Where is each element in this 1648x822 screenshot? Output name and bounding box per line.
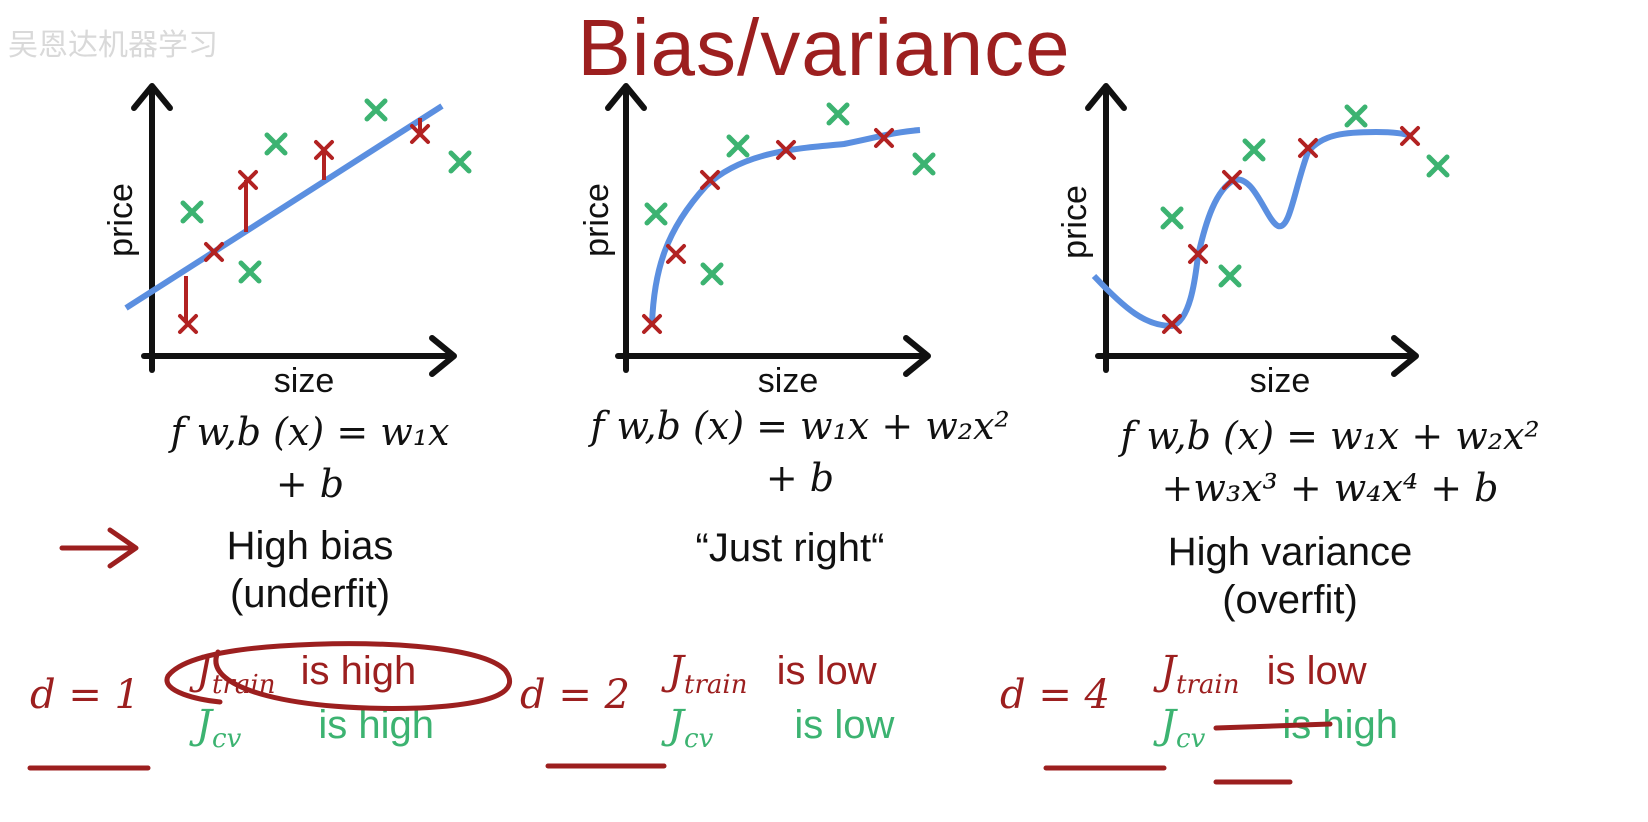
train-point-x-icon xyxy=(642,314,662,334)
train-point-x-icon xyxy=(314,140,334,160)
cv-point-x-icon xyxy=(1218,264,1242,288)
verdict-panel-3: High variance (overfit) xyxy=(1130,528,1450,624)
pointer-arrow-icon xyxy=(59,527,139,569)
axes xyxy=(605,83,931,377)
verdict-line-1: “Just right“ xyxy=(695,526,885,570)
y-axis-arrow-icon xyxy=(1085,83,1127,111)
j-cv-row-1: Jcv is high xyxy=(196,702,434,754)
j-train-text: is high xyxy=(300,649,417,693)
train-point-x-icon xyxy=(204,242,224,262)
axes xyxy=(131,83,457,377)
cv-point-x-icon xyxy=(826,102,850,126)
j-cv-symbol: Jcv xyxy=(1160,702,1206,754)
watermark: 吴恩达机器学习 xyxy=(8,28,218,63)
y-axis-label: price xyxy=(102,183,140,257)
cv-point-x-icon xyxy=(180,200,204,224)
formula-line-2: + b xyxy=(275,462,345,506)
j-cv-text: is high xyxy=(318,703,435,747)
train-point-x-icon xyxy=(1400,126,1420,146)
verdict-line-2: (overfit) xyxy=(1222,578,1358,622)
formula-line-1: f w,b (x) = w₁x + w₂x² xyxy=(1120,414,1540,458)
j-cv-symbol: Jcv xyxy=(668,702,714,754)
train-points xyxy=(1162,126,1420,334)
verdict-panel-2: “Just right“ xyxy=(640,524,940,572)
error-bars xyxy=(184,118,422,322)
train-point-x-icon xyxy=(238,170,258,190)
train-point-x-icon xyxy=(666,244,686,264)
cv-points xyxy=(180,98,472,284)
j-train-text: is low xyxy=(776,649,877,693)
train-point-x-icon xyxy=(874,128,894,148)
formula-line-1: f w,b (x) = w₁x xyxy=(170,410,450,454)
formula-line-1: f w,b (x) = w₁x + w₂x² xyxy=(590,404,1010,448)
graph-panel-2: price size xyxy=(578,83,936,400)
x-axis-arrow-icon xyxy=(903,335,931,377)
cv-point-x-icon xyxy=(264,132,288,156)
x-axis-label: size xyxy=(1250,362,1310,400)
j-train-symbol: Jtrain xyxy=(196,648,276,700)
cv-points xyxy=(644,102,936,286)
formula-panel-1: f w,b (x) = w₁x + b xyxy=(120,406,500,510)
y-axis-arrow-icon xyxy=(605,83,647,111)
x-axis-label: size xyxy=(274,362,334,400)
x-axis-arrow-icon xyxy=(429,335,457,377)
cv-point-x-icon xyxy=(644,202,668,226)
j-train-row-1: Jtrain is high xyxy=(196,648,416,700)
degree-label-3: d = 4 xyxy=(1000,672,1110,718)
j-train-symbol: Jtrain xyxy=(1160,648,1240,700)
cv-point-x-icon xyxy=(1160,206,1184,230)
cv-points xyxy=(1160,104,1450,288)
formula-line-2: +w₃x³ + w₄x⁴ + b xyxy=(1161,466,1499,510)
cv-point-x-icon xyxy=(1344,104,1368,128)
verdict-line-2: (underfit) xyxy=(229,572,391,616)
x-axis-label: size xyxy=(758,362,818,400)
formula-panel-2: f w,b (x) = w₁x + w₂x² + b xyxy=(560,400,1040,504)
x-axis-arrow-icon xyxy=(1391,335,1419,377)
cv-point-x-icon xyxy=(1242,138,1266,162)
j-cv-text: is low xyxy=(794,703,895,747)
degree-label-2: d = 2 xyxy=(520,672,630,718)
train-point-x-icon xyxy=(1188,244,1208,264)
j-cv-row-3: Jcv is high xyxy=(1160,702,1398,754)
train-point-x-icon xyxy=(1222,170,1242,190)
j-train-symbol: Jtrain xyxy=(668,648,748,700)
cv-point-x-icon xyxy=(700,262,724,286)
train-points xyxy=(178,124,430,334)
fit-curve xyxy=(1091,128,1413,330)
train-point-x-icon xyxy=(700,170,720,190)
verdict-line-1: High bias xyxy=(226,524,394,568)
cv-point-x-icon xyxy=(912,152,936,176)
verdict-panel-1: High bias (underfit) xyxy=(170,522,450,618)
train-points xyxy=(642,128,894,334)
cv-point-x-icon xyxy=(364,98,388,122)
train-point-x-icon xyxy=(410,124,430,144)
graph-panel-3: price size xyxy=(1056,83,1450,400)
axes xyxy=(1085,83,1419,377)
cv-point-x-icon xyxy=(1426,154,1450,178)
j-train-row-2: Jtrain is low xyxy=(668,648,877,700)
verdict-line-1: High variance xyxy=(1167,530,1413,574)
slide-title: Bias/variance xyxy=(577,3,1071,92)
y-axis-label: price xyxy=(578,183,616,257)
j-train-text: is low xyxy=(1266,649,1367,693)
cv-point-x-icon xyxy=(726,134,750,158)
j-train-row-3: Jtrain is low xyxy=(1160,648,1367,700)
fit-line xyxy=(124,103,444,311)
y-axis-arrow-icon xyxy=(131,83,173,111)
cv-point-x-icon xyxy=(448,150,472,174)
j-cv-text: is high xyxy=(1282,703,1399,747)
graph-panel-1: price size xyxy=(102,83,472,400)
degree-label-1: d = 1 xyxy=(30,672,140,718)
train-point-x-icon xyxy=(1298,138,1318,158)
cv-point-x-icon xyxy=(238,260,262,284)
formula-line-2: + b xyxy=(765,456,835,500)
j-cv-symbol: Jcv xyxy=(196,702,242,754)
formula-panel-3: f w,b (x) = w₁x + w₂x² +w₃x³ + w₄x⁴ + b xyxy=(1080,410,1580,514)
train-point-x-icon xyxy=(1162,314,1182,334)
train-point-x-icon xyxy=(776,140,796,160)
train-point-x-icon xyxy=(178,314,198,334)
y-axis-label: price xyxy=(1056,185,1094,259)
j-cv-row-2: Jcv is low xyxy=(668,702,894,754)
fit-curve xyxy=(649,127,921,325)
